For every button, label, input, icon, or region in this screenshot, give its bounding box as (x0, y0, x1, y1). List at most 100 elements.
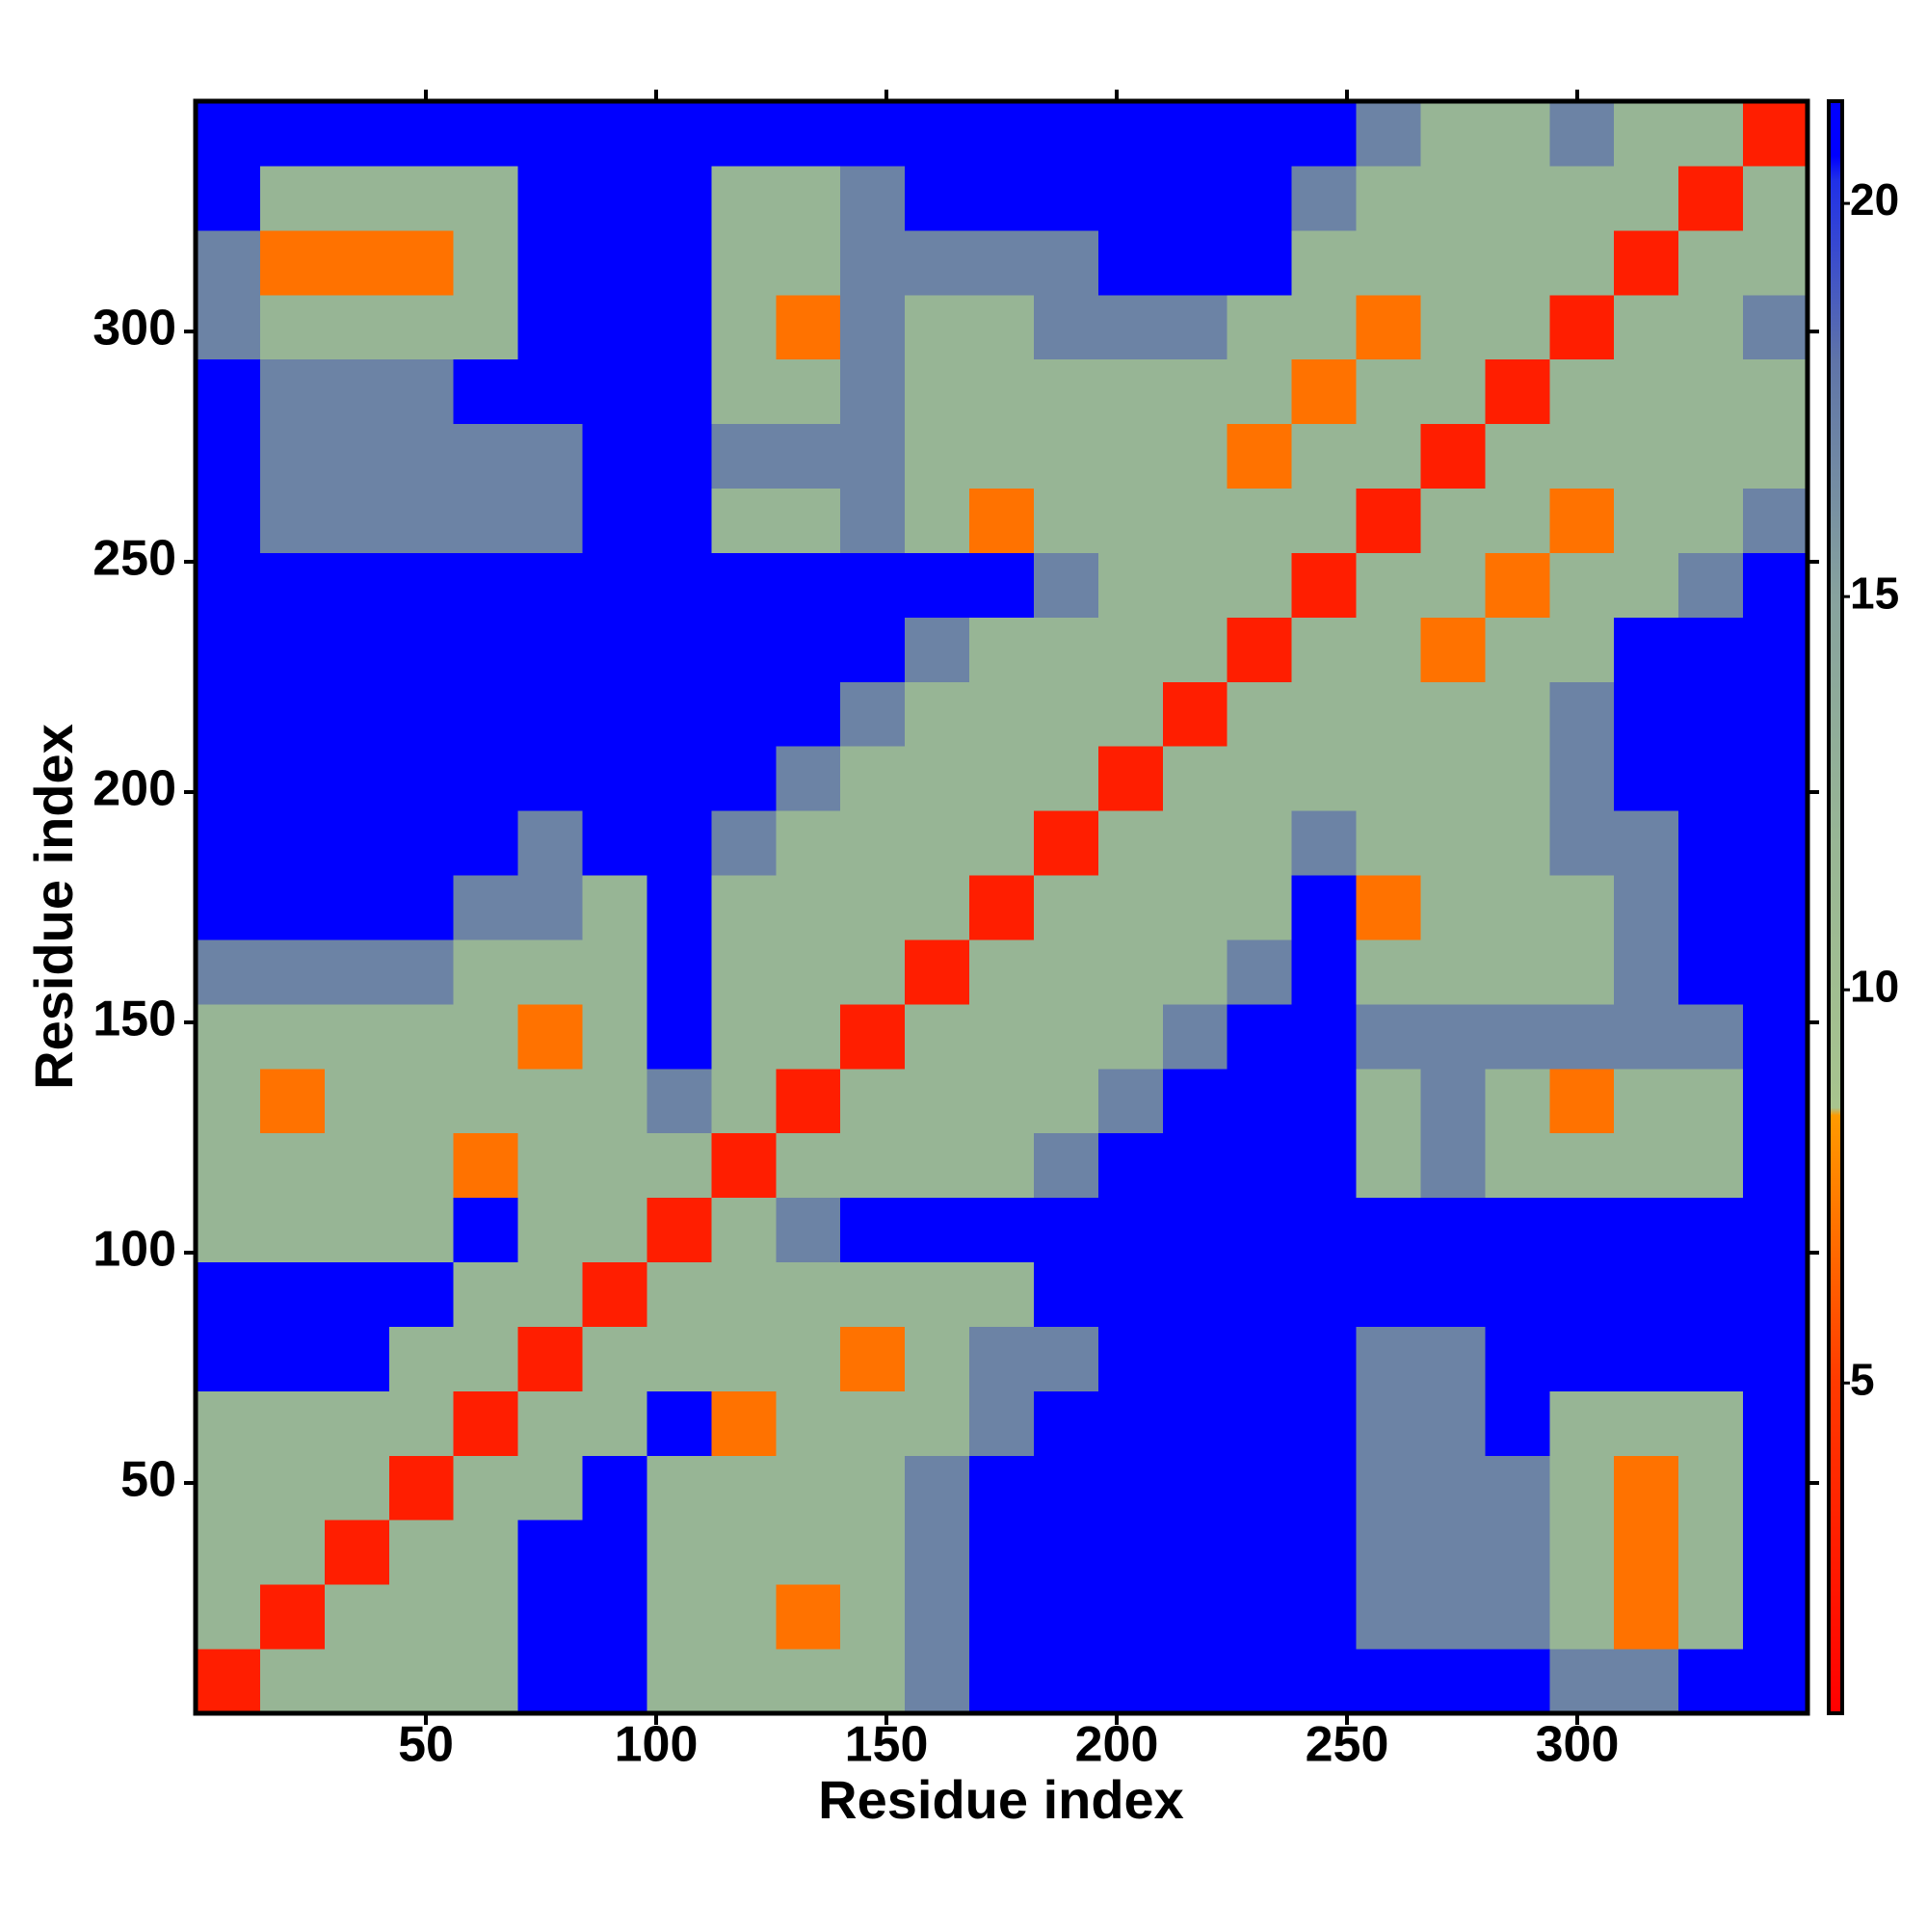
heatmap-cell (647, 939, 712, 1005)
heatmap-cell (776, 1132, 841, 1199)
heatmap-cell (776, 875, 841, 940)
heatmap-cell (840, 1261, 906, 1327)
heatmap-cell (517, 1003, 584, 1070)
x-tick-label: 300 (1536, 1717, 1620, 1773)
heatmap-cell (1549, 1197, 1615, 1263)
heatmap-cell (905, 1132, 970, 1199)
heatmap-cell (1420, 101, 1486, 167)
heatmap-cell (776, 746, 841, 811)
heatmap-cell (711, 552, 777, 618)
heatmap-cell (1162, 1132, 1228, 1199)
heatmap-cell (582, 1649, 647, 1714)
heatmap-cell (1227, 1390, 1293, 1456)
heatmap-cell (1743, 617, 1808, 682)
heatmap-cell (453, 1649, 519, 1714)
heatmap-cell (1291, 358, 1358, 425)
heatmap-cell (1549, 101, 1615, 167)
heatmap-cell (1356, 294, 1421, 360)
colorbar-tick-label: 20 (1850, 174, 1899, 225)
heatmap-cell (324, 488, 390, 553)
heatmap-cell (905, 1326, 970, 1391)
heatmap-cell (1614, 1003, 1679, 1070)
heatmap-cell (840, 939, 906, 1005)
heatmap-cell (1614, 1455, 1679, 1521)
heatmap-cell (517, 1390, 584, 1456)
heatmap-cell (453, 165, 519, 231)
heatmap-cell (1291, 681, 1358, 747)
heatmap-cell (324, 875, 390, 940)
heatmap-cell (1227, 746, 1293, 811)
heatmap-cell (711, 617, 777, 682)
heatmap-cell (905, 358, 970, 425)
heatmap-cell (840, 1326, 906, 1391)
heatmap-cell (582, 1003, 647, 1070)
heatmap-cell (1485, 1326, 1550, 1391)
heatmap-cell (1614, 810, 1679, 876)
heatmap-cell (1614, 552, 1679, 618)
heatmap-cell (324, 810, 390, 876)
heatmap-cell (582, 1068, 647, 1134)
heatmap-cell (517, 488, 584, 553)
y-tick-label: 300 (92, 301, 176, 357)
heatmap-cell (1420, 1068, 1486, 1134)
heatmap-cell (388, 939, 455, 1005)
heatmap-cell (1097, 294, 1164, 360)
heatmap-cell (1227, 617, 1293, 682)
heatmap-cell (1227, 1068, 1293, 1134)
heatmap-cell (1033, 165, 1099, 231)
heatmap-cell (196, 1649, 261, 1714)
heatmap-cell (969, 165, 1035, 231)
heatmap-cell (969, 488, 1035, 553)
heatmap-cell (259, 423, 326, 490)
heatmap-cell (1227, 1132, 1293, 1199)
heatmap-cell (1356, 1197, 1421, 1263)
heatmap-cell (647, 617, 712, 682)
heatmap-cell (1097, 1068, 1164, 1134)
heatmap-cell (1227, 1003, 1293, 1070)
heatmap-cell (1227, 1261, 1293, 1327)
heatmap-cell (1549, 1520, 1615, 1585)
heatmap-cell (905, 101, 970, 167)
heatmap-cell (1743, 552, 1808, 618)
heatmap-cell (196, 165, 261, 231)
heatmap-cell (969, 1649, 1035, 1714)
heatmap-cell (969, 552, 1035, 618)
heatmap-cell (196, 294, 261, 360)
heatmap-cell (776, 1261, 841, 1327)
heatmap-cell (517, 810, 584, 876)
heatmap-cell (1485, 488, 1550, 553)
heatmap-cell (259, 681, 326, 747)
heatmap-cell (647, 681, 712, 747)
heatmap-cell (711, 810, 777, 876)
heatmap-cell (1291, 1068, 1358, 1134)
heatmap-cell (517, 1455, 584, 1521)
heatmap-cell (776, 1584, 841, 1650)
heatmap-cell (388, 810, 455, 876)
heatmap-cell (1162, 101, 1228, 167)
y-tick-label: 250 (92, 531, 176, 587)
heatmap-cell (453, 1068, 519, 1134)
heatmap-cell (1356, 617, 1421, 682)
heatmap-cell (453, 810, 519, 876)
heatmap-cell (1743, 1649, 1808, 1714)
heatmap-cell (1162, 617, 1228, 682)
heatmap-cell (1227, 294, 1293, 360)
heatmap-cell (1420, 423, 1486, 490)
heatmap-cell (840, 1649, 906, 1714)
heatmap-cell (388, 165, 455, 231)
heatmap-cell (324, 1649, 390, 1714)
heatmap-cell (1291, 165, 1358, 231)
heatmap-cell (1356, 810, 1421, 876)
heatmap-cell (1549, 1455, 1615, 1521)
heatmap-cell (1162, 358, 1228, 425)
heatmap-cell (1678, 1197, 1744, 1263)
heatmap-cell (969, 810, 1035, 876)
heatmap-cell (1162, 488, 1228, 553)
heatmap-cell (647, 358, 712, 425)
heatmap-cell (840, 101, 906, 167)
heatmap-cell (388, 101, 455, 167)
heatmap-cell (1356, 1068, 1421, 1134)
heatmap-cell (388, 1003, 455, 1070)
heatmap-cell (324, 681, 390, 747)
heatmap-cell (1549, 746, 1615, 811)
